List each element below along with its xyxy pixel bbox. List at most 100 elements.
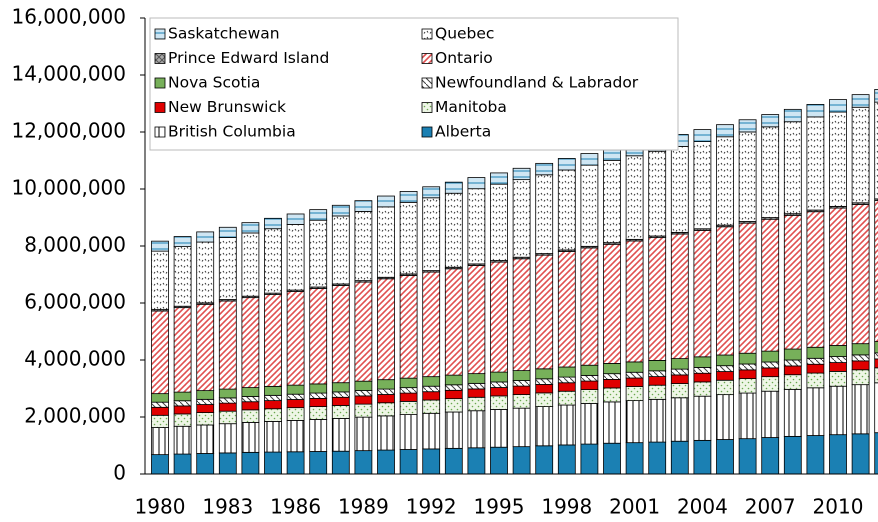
bar-segment — [557, 251, 576, 368]
bar-segment — [422, 385, 441, 393]
legend-label: Quebec — [435, 25, 494, 43]
bar-segment — [761, 367, 780, 378]
bar-segment — [874, 367, 878, 384]
bar-segment — [467, 382, 486, 390]
bar-segment — [648, 237, 667, 361]
bar-segment — [829, 385, 847, 436]
bar-segment — [557, 404, 576, 446]
bar-segment — [783, 121, 802, 215]
legend-swatch — [154, 126, 166, 138]
bar-segment — [331, 285, 350, 384]
bar-segment — [829, 207, 847, 346]
bar-segment — [535, 368, 554, 380]
bar-segment — [535, 378, 554, 385]
bar-segment — [761, 437, 780, 475]
bar-segment — [512, 446, 531, 475]
bar-segment — [173, 246, 192, 307]
bar-segment — [738, 392, 757, 440]
bar-segment — [241, 222, 260, 234]
bar-segment — [693, 229, 712, 358]
bar-segment — [444, 268, 463, 376]
bar-segment — [603, 442, 621, 475]
bar-segment — [286, 384, 305, 395]
bar-segment — [670, 233, 689, 360]
bar-segment — [829, 356, 847, 363]
bar-segment — [196, 231, 215, 243]
bar-segment — [535, 174, 554, 254]
bar-segment — [422, 186, 441, 199]
bar-segment — [151, 393, 169, 403]
bar-segment — [331, 382, 350, 393]
x-tick-label: 2010 — [813, 495, 864, 519]
bar-segment — [716, 354, 734, 367]
bar-segment — [173, 307, 192, 393]
bar-segment — [648, 441, 667, 475]
bar-segment — [851, 354, 870, 362]
bar-segment — [625, 377, 644, 387]
bar-segment — [151, 454, 169, 475]
bar-segment — [625, 240, 644, 363]
bar-segment — [286, 393, 305, 400]
bar-segment — [490, 261, 508, 373]
bar-segment — [851, 369, 870, 386]
bar-segment — [603, 378, 621, 389]
x-tick-label: 1992 — [406, 495, 457, 519]
bar-segment — [241, 396, 260, 403]
bar-segment — [218, 237, 237, 300]
bar-segment — [377, 206, 395, 278]
bar-segment — [625, 386, 644, 402]
bar-segment — [648, 376, 667, 386]
bar-segment — [625, 361, 644, 373]
bar-segment — [151, 401, 169, 408]
bar-segment — [241, 422, 260, 453]
bar-segment — [557, 169, 576, 251]
bar-segment — [580, 389, 599, 404]
bar-segment — [851, 343, 870, 356]
bar-segment — [580, 380, 599, 390]
bar-segment — [354, 390, 373, 397]
legend-label: Prince Edward Island — [168, 49, 329, 67]
bar-segment — [670, 440, 689, 475]
bar-segment — [738, 369, 757, 379]
bar-segment — [354, 281, 373, 382]
y-tick-label: 0 — [113, 461, 126, 485]
plot-area — [151, 89, 878, 475]
bar-segment — [196, 390, 215, 400]
bar-segment — [241, 409, 260, 423]
bar-segment — [648, 370, 667, 377]
bar-segment — [648, 398, 667, 443]
bar-segment — [331, 418, 350, 452]
bar-segment — [490, 183, 508, 261]
bar-segment — [264, 385, 282, 396]
bar-segment — [670, 374, 689, 384]
bar-segment — [829, 434, 847, 475]
bar-segment — [399, 377, 418, 389]
bar-segment — [851, 433, 870, 475]
legend-label: Manitoba — [435, 98, 507, 116]
bar-segment — [399, 414, 418, 450]
bar-segment — [874, 198, 878, 201]
bar-segment — [580, 364, 599, 376]
bar-segment — [693, 381, 712, 397]
bar-segment — [580, 247, 599, 366]
bar-segment — [693, 439, 712, 475]
x-tick-label: 1986 — [270, 495, 321, 519]
bar-segment — [761, 350, 780, 363]
bar-segment — [648, 150, 667, 237]
bar-segment — [603, 159, 621, 244]
y-tick-label: 10,000,000 — [11, 176, 126, 200]
bar-segment — [806, 435, 825, 475]
bar-segment — [806, 363, 825, 374]
bar-segment — [354, 200, 373, 212]
bar-segment — [444, 192, 463, 268]
bar-segment — [625, 442, 644, 475]
bar-segment — [851, 204, 870, 345]
bar-segment — [829, 362, 847, 372]
bar-segment — [377, 195, 395, 208]
bar-segment — [490, 395, 508, 410]
bar-segment — [173, 391, 192, 402]
bar-segment — [580, 403, 599, 445]
bar-segment — [783, 108, 802, 123]
legend-label: British Columbia — [168, 123, 296, 141]
bar-segment — [557, 158, 576, 171]
